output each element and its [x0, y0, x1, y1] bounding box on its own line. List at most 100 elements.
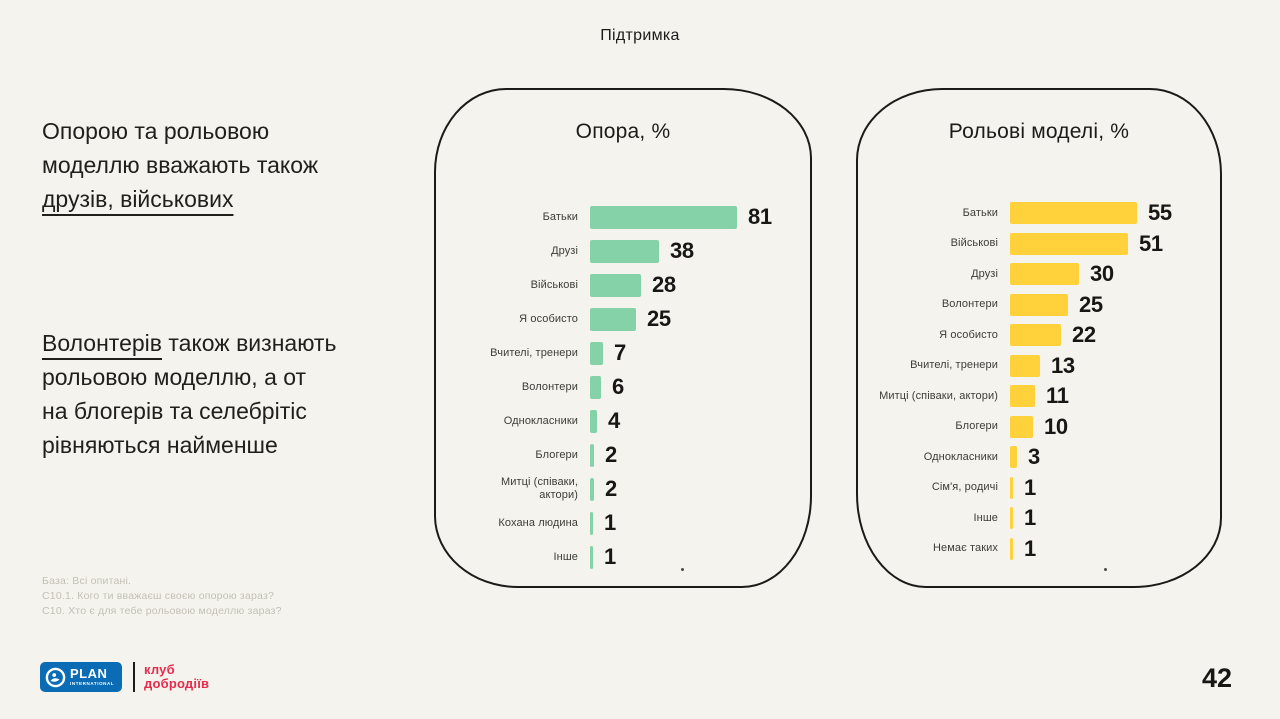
bar [1010, 293, 1068, 316]
bar-label: Я особисто [939, 328, 998, 341]
slide-header: Підтримка [600, 27, 680, 44]
chart-title-support: Опора, % [575, 120, 671, 143]
bar-label: Батьки [542, 210, 578, 223]
bar-label: Однокласники [503, 414, 578, 427]
bar-label: Я особисто [519, 312, 578, 325]
bar-label: Вчителі, тренери [910, 359, 998, 372]
footnotes: База: Всі опитані. С10.1. Кого ти вважає… [42, 574, 282, 619]
insight-text: рольовою моделлю, а от [42, 364, 307, 390]
bar-value: 2 [605, 476, 617, 501]
bar-value: 1 [604, 510, 616, 535]
bar-label: Митці (співаки, актори) [500, 476, 578, 501]
insight-line: Волонтерів також визнають [42, 326, 336, 360]
footnote-question-1: С10.1. Кого ти вважаєш своєю опорою зара… [42, 590, 275, 602]
logo-block: PLAN INTERNATIONAL клуб добродіїв [40, 662, 209, 692]
bar-chart-support: Батьки 81 Друзі 38 Військові 28 Я особисто 25 Вч… [448, 200, 806, 574]
bar-label: Немає таких [933, 542, 998, 555]
bar-value: 55 [1148, 200, 1172, 226]
bar [1010, 354, 1040, 377]
bar [590, 545, 593, 569]
plan-international-logo: PLAN INTERNATIONAL [40, 662, 122, 692]
bar-row: Волонтери 6 [448, 370, 806, 404]
insight-text-support: Опорою та рольовою моделлю вважають також… [42, 114, 318, 216]
insight-text-rolemodels: Волонтерів також визнають рольовою моделл… [42, 326, 336, 462]
bar-label: Однокласники [923, 450, 998, 463]
insight-line: Опорою та рольовою [42, 114, 318, 148]
bar-value: 11 [1046, 383, 1069, 409]
bar-row: Кохана людина 1 [448, 506, 806, 540]
logo-divider [133, 662, 135, 692]
insight-line: рівняються найменше [42, 428, 336, 462]
bar [1010, 476, 1013, 499]
bar-row: Вчителі, тренери 13 [870, 351, 1216, 382]
bar-label: Друзі [971, 267, 998, 280]
bar-value: 22 [1072, 322, 1096, 348]
insight-line: на блогерів та селебрітіс [42, 394, 336, 428]
bar-row: Однокласники 4 [448, 404, 806, 438]
bar-value: 30 [1090, 261, 1114, 287]
bar-value: 13 [1051, 352, 1075, 378]
bar-value: 51 [1139, 230, 1163, 256]
bar [590, 409, 597, 433]
bar-value: 4 [608, 408, 620, 433]
bar-value: 1 [604, 544, 616, 569]
bar-row: Волонтери 25 [870, 290, 1216, 321]
bar [590, 307, 636, 331]
bar-label: Військові [530, 278, 578, 291]
insight-line: рольовою моделлю, а от [42, 360, 336, 394]
insight-line: друзів, військових [42, 182, 318, 216]
decorative-dot [681, 568, 684, 571]
plan-logo-text: PLAN [70, 666, 108, 682]
plan-logo-subtext: INTERNATIONAL [70, 681, 115, 687]
bar [590, 477, 594, 501]
bar [1010, 263, 1079, 286]
bar-chart-rolemodels: Батьки 55 Військові 51 Друзі 30 Волонтери 25 Я о… [870, 198, 1216, 564]
bar-label: Інше [973, 511, 998, 524]
bar [590, 239, 659, 263]
bar-row: Сім'я, родичі 1 [870, 473, 1216, 504]
bar-row: Вчителі, тренери 7 [448, 336, 806, 370]
bar [1010, 507, 1013, 530]
bar-label: Волонтери [521, 380, 578, 393]
bar [1010, 415, 1033, 438]
bar-value: 38 [670, 238, 694, 263]
bar-row: Блогери 2 [448, 438, 806, 472]
bar-row: Батьки 55 [870, 198, 1216, 229]
bar-label: Волонтери [941, 298, 998, 311]
bar-label: Батьки [962, 206, 998, 219]
chart-title-rolemodels: Рольові моделі, % [948, 120, 1130, 143]
club-logo-line2: добродіїв [144, 676, 210, 691]
bar-label: Вчителі, тренери [490, 346, 578, 359]
bar [1010, 446, 1017, 469]
bar-label: Митці (співаки, актори) [879, 389, 998, 402]
chart-panel-support: Опора, % Батьки 81 Друзі 38 Військові 28 Я осо… [434, 88, 812, 588]
footnote-question-2: С10. Хто є для тебе рольовою моделлю зар… [42, 605, 282, 617]
bar-label: Блогери [955, 420, 998, 433]
bar-value: 1 [1024, 474, 1036, 500]
bar-value: 25 [647, 306, 671, 331]
insight-underlined-text: Волонтерів [42, 330, 162, 356]
insight-line: моделлю вважають також [42, 148, 318, 182]
bar-row: Друзі 30 [870, 259, 1216, 290]
bar-row: Митці (співаки, актори) 2 [448, 472, 806, 506]
bar-value: 6 [612, 374, 624, 399]
bar-value: 3 [1028, 444, 1040, 470]
decorative-dot [1104, 568, 1107, 571]
bar [590, 273, 641, 297]
bar [590, 205, 737, 229]
bar-value: 7 [614, 340, 626, 365]
chart-panel-rolemodels: Рольові моделі, % Батьки 55 Військові 51 Дру… [856, 88, 1222, 588]
insight-text: моделлю вважають також [42, 152, 319, 178]
bar-row: Друзі 38 [448, 234, 806, 268]
bar [1010, 324, 1061, 347]
page-number: 42 [1202, 663, 1233, 693]
club-logo-line1: клуб [144, 662, 175, 677]
bar [1010, 202, 1137, 225]
bar [1010, 232, 1128, 255]
bar-label: Військові [950, 237, 998, 250]
bar-row: Однокласники 3 [870, 442, 1216, 473]
bar-row: Немає таких 1 [870, 534, 1216, 565]
bar-row: Я особисто 22 [870, 320, 1216, 351]
bar-row: Інше 1 [870, 503, 1216, 534]
